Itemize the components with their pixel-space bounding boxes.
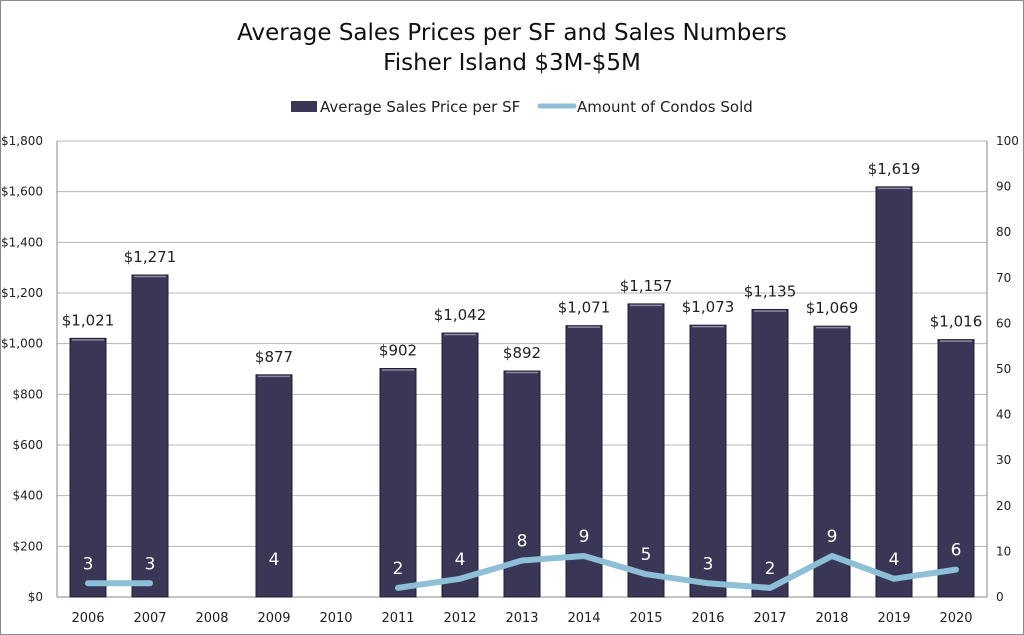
- bar-data-label: $1,135: [744, 282, 797, 300]
- count-data-label: 5: [641, 545, 652, 565]
- x-tick-label: 2010: [319, 611, 352, 626]
- count-data-label: 4: [269, 550, 280, 570]
- y-left-tick-label: $0: [28, 590, 43, 604]
- bar-data-label: $1,069: [806, 299, 859, 317]
- x-tick-label: 2014: [567, 611, 600, 626]
- bar: [937, 339, 975, 598]
- count-data-label: 8: [517, 532, 528, 552]
- bars: [69, 186, 975, 598]
- count-data-label: 3: [145, 554, 156, 574]
- count-line: [85, 553, 959, 591]
- y-right-tick-label: 20: [996, 499, 1011, 513]
- y-left-tick-label: $400: [12, 489, 43, 503]
- count-data-label: 6: [951, 541, 962, 561]
- legend-label-price: Average Sales Price per SF: [320, 98, 520, 116]
- count-data-label: 3: [703, 554, 714, 574]
- y-left-tick-label: $1,200: [1, 286, 43, 300]
- bar: [379, 367, 417, 598]
- y-right-tick-label: 90: [996, 180, 1011, 194]
- x-tick-label: 2011: [381, 611, 414, 626]
- y-left-tick-label: $200: [12, 539, 43, 553]
- y-left-tick-label: $1,800: [1, 134, 43, 148]
- y-right-tick-label: 30: [996, 453, 1011, 467]
- legend: Average Sales Price per SF Amount of Con…: [291, 98, 753, 116]
- count-data-label: 3: [83, 554, 94, 574]
- bar: [627, 303, 665, 598]
- y-left-tick-label: $1,400: [1, 235, 43, 249]
- count-data-label: 9: [827, 527, 838, 547]
- count-data-label: 2: [393, 559, 404, 579]
- count-data-label: 4: [889, 550, 900, 570]
- bar-data-label: $902: [379, 341, 417, 359]
- bar-data-label: $1,042: [434, 306, 487, 324]
- y-left-tick-label: $800: [12, 387, 43, 401]
- count-data-label: 9: [579, 527, 590, 547]
- bar: [565, 325, 603, 598]
- y-right-tick-label: 80: [996, 225, 1011, 239]
- y-right-tick-label: 100: [996, 134, 1019, 148]
- bar: [131, 274, 169, 598]
- bar-data-label: $1,157: [620, 277, 673, 295]
- bar: [813, 325, 851, 598]
- bar-data-label: $1,016: [930, 313, 983, 331]
- x-tick-label: 2018: [815, 611, 848, 626]
- bar-data-label: $1,021: [62, 311, 115, 329]
- x-tick-label: 2016: [691, 611, 724, 626]
- bar: [689, 324, 727, 598]
- x-tick-label: 2012: [443, 611, 476, 626]
- chart-title: Average Sales Prices per SF and Sales Nu…: [237, 20, 787, 46]
- bar: [69, 337, 107, 598]
- x-tick-label: 2020: [939, 611, 972, 626]
- count-line-segment: [395, 553, 959, 591]
- legend-swatch-bar: [291, 101, 317, 112]
- x-tick-label: 2007: [133, 611, 166, 626]
- x-tick-label: 2015: [629, 611, 662, 626]
- bar-data-label: $877: [255, 348, 293, 366]
- y-right-tick-label: 10: [996, 544, 1011, 558]
- count-data-label: 4: [455, 550, 466, 570]
- y-left-tick-label: $600: [12, 438, 43, 452]
- data-labels: $1,021 $1,271 $877 $902 $1,042 $892 $1,071 $1,1…: [62, 160, 983, 579]
- bar-data-label: $1,071: [558, 299, 611, 317]
- bar: [875, 186, 913, 598]
- bar: [751, 308, 789, 598]
- legend-label-count: Amount of Condos Sold: [577, 98, 753, 116]
- chart-subtitle: Fisher Island $3M-$5M: [383, 50, 641, 76]
- y-right-tick-label: 40: [996, 408, 1011, 422]
- x-tick-label: 2019: [877, 611, 910, 626]
- y-right-tick-label: 70: [996, 271, 1011, 285]
- bar-data-label: $1,271: [124, 248, 177, 266]
- y-right-tick-label: 0: [996, 590, 1004, 604]
- y-right-tick-label: 50: [996, 362, 1011, 376]
- bar: [441, 332, 479, 598]
- y-left-tick-label: $1,000: [1, 337, 43, 351]
- bar: [255, 374, 293, 598]
- x-tick-label: 2013: [505, 611, 538, 626]
- bar-data-label: $892: [503, 344, 541, 362]
- x-tick-label: 2006: [71, 611, 104, 626]
- bar-data-label: $1,073: [682, 298, 735, 316]
- y-right-tick-label: 60: [996, 316, 1011, 330]
- x-tick-label: 2009: [257, 611, 290, 626]
- x-tick-label: 2008: [195, 611, 228, 626]
- y-left-tick-label: $1,600: [1, 185, 43, 199]
- bar-data-label: $1,619: [868, 160, 921, 178]
- x-tick-label: 2017: [753, 611, 786, 626]
- count-data-label: 2: [765, 559, 776, 579]
